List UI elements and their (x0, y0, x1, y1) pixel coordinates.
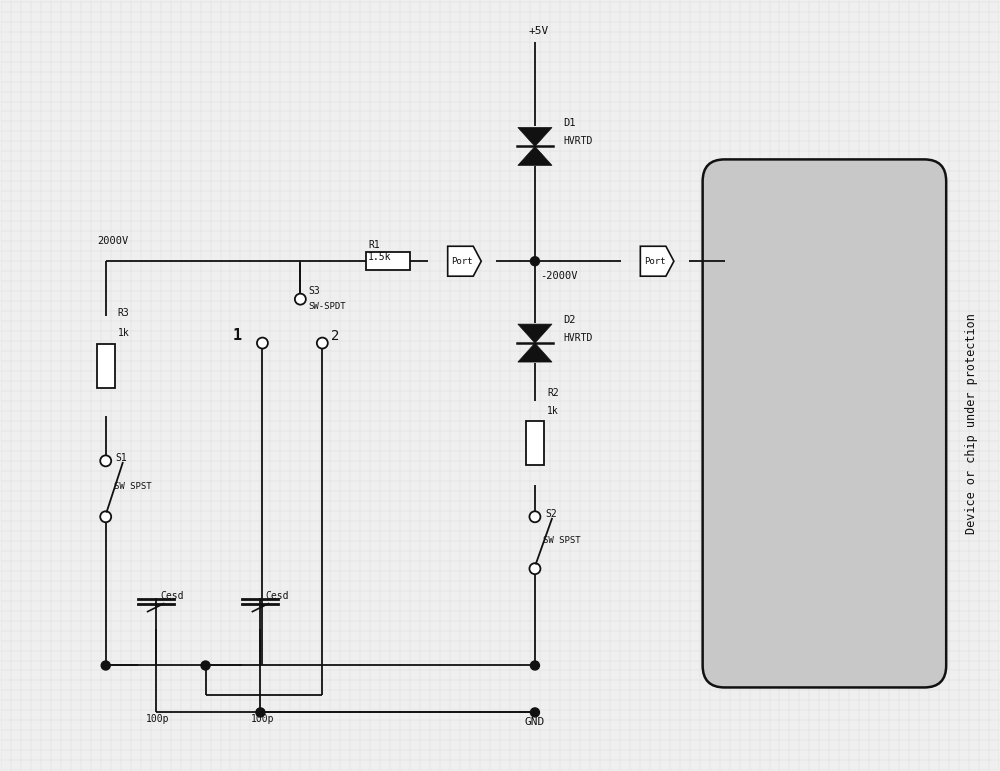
Polygon shape (518, 146, 552, 166)
Circle shape (530, 708, 539, 717)
Circle shape (100, 511, 111, 522)
Text: 2: 2 (331, 329, 339, 343)
Text: 1: 1 (233, 328, 242, 343)
Text: +5V: +5V (529, 25, 549, 35)
Circle shape (529, 563, 540, 574)
Text: S3: S3 (308, 286, 320, 296)
Text: D1: D1 (563, 119, 575, 129)
Text: 1k: 1k (118, 328, 129, 338)
Text: 100p: 100p (250, 715, 274, 725)
Circle shape (530, 257, 539, 266)
Polygon shape (640, 246, 674, 276)
Text: SW SPST: SW SPST (114, 482, 151, 491)
Circle shape (295, 294, 306, 305)
Circle shape (201, 661, 210, 670)
Text: 2000V: 2000V (98, 236, 129, 246)
FancyBboxPatch shape (703, 160, 946, 688)
Text: HVRTD: HVRTD (563, 333, 592, 343)
Circle shape (257, 338, 268, 348)
Polygon shape (518, 343, 552, 362)
Text: HVRTD: HVRTD (563, 136, 592, 146)
Text: Port: Port (451, 257, 473, 266)
Text: R1: R1 (368, 241, 380, 251)
Polygon shape (518, 324, 552, 343)
Text: S1: S1 (116, 453, 127, 463)
Text: R2: R2 (547, 388, 559, 398)
Polygon shape (448, 246, 481, 276)
Circle shape (256, 708, 265, 717)
Text: S2: S2 (545, 509, 557, 519)
Circle shape (101, 661, 110, 670)
Bar (366, 252, 410, 270)
Text: SW SPST: SW SPST (543, 536, 581, 545)
Text: Port: Port (644, 257, 665, 266)
Text: GND: GND (525, 717, 545, 727)
Bar (97, 344, 115, 388)
Circle shape (529, 511, 540, 522)
Text: 100p: 100p (146, 715, 169, 725)
Text: SW-SPDT: SW-SPDT (308, 302, 346, 311)
Text: R3: R3 (118, 308, 129, 318)
Circle shape (530, 661, 539, 670)
Polygon shape (518, 127, 552, 146)
Circle shape (100, 456, 111, 466)
Text: 1k: 1k (547, 406, 559, 416)
Text: 1.5k: 1.5k (368, 252, 392, 262)
Circle shape (317, 338, 328, 348)
Bar (526, 421, 544, 465)
Text: -2000V: -2000V (540, 271, 577, 281)
Text: Cesd: Cesd (161, 591, 184, 601)
Text: Cesd: Cesd (265, 591, 289, 601)
Text: Device or chip under protection: Device or chip under protection (965, 313, 978, 534)
Text: D2: D2 (563, 315, 575, 325)
